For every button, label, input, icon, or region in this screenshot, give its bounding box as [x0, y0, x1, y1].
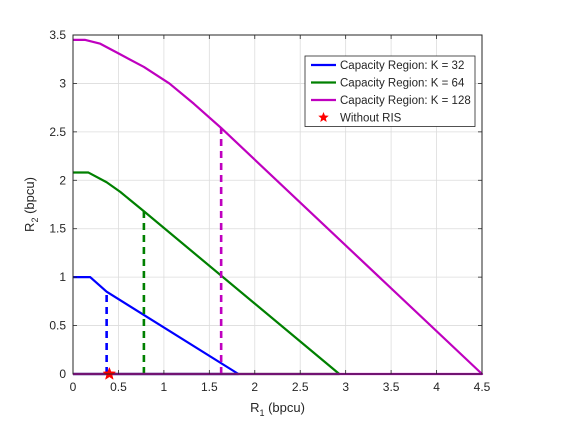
axes-box: [72, 34, 483, 375]
x-tick-label: 1.5: [201, 380, 218, 394]
y-axis-title: R2 (bpcu): [22, 177, 40, 232]
y-axis-title-rest: (bpcu): [22, 177, 37, 217]
x-tick-label: 4: [433, 380, 440, 394]
y-tick-label: 2.5: [49, 125, 66, 139]
without-ris-star-marker: [102, 366, 117, 380]
y-tick-label: 3: [59, 76, 66, 90]
legend-label-capacity-region-k-64: Capacity Region: K = 64: [340, 78, 465, 90]
y-axis-title-main: R: [22, 223, 37, 232]
legend-label-capacity-region-k-128: Capacity Region: K = 128: [340, 95, 471, 107]
y-axis-title-sub: 2: [30, 218, 40, 223]
x-tick-label: 3.5: [383, 380, 400, 394]
x-tick-label: 0: [70, 380, 77, 394]
x-tick-label: 0.5: [110, 380, 127, 394]
x-axis-title-main: R: [250, 400, 259, 415]
x-axis-title: R1 (bpcu): [250, 400, 305, 418]
legend-box: [304, 55, 476, 127]
axis-ticks: 0 0.5 1 1.5 2 2.5 3 3.5 4 4.5 0 0.5 1 1.5 2 2.5 3 3.5: [49, 28, 490, 394]
x-tick-label: 4.5: [474, 380, 491, 394]
x-tick-label: 3: [342, 380, 349, 394]
y-tick-label: 2: [59, 173, 66, 187]
y-tick-label: 1.5: [49, 222, 66, 236]
x-axis-title-rest: (bpcu): [264, 400, 304, 415]
x-axis-title-sub: 1: [259, 408, 264, 418]
x-tick-label: 2.5: [292, 380, 309, 394]
legend-label-without-ris: Without RIS: [340, 113, 402, 125]
x-tick-label: 2: [251, 380, 258, 394]
y-tick-label: 3.5: [49, 28, 66, 42]
y-tick-label: 1: [59, 270, 66, 284]
x-tick-label: 1: [161, 380, 168, 394]
legend-swatch-without-ris: [318, 112, 329, 122]
legend: Capacity Region: K = 32 Capacity Region: …: [304, 55, 476, 127]
y-tick-label: 0: [59, 367, 66, 381]
y-tick-label: 0.5: [49, 319, 66, 333]
series-line-capacity-region-k-128: [73, 38, 484, 376]
legend-label-capacity-region-k-32: Capacity Region: K = 32: [340, 60, 464, 72]
